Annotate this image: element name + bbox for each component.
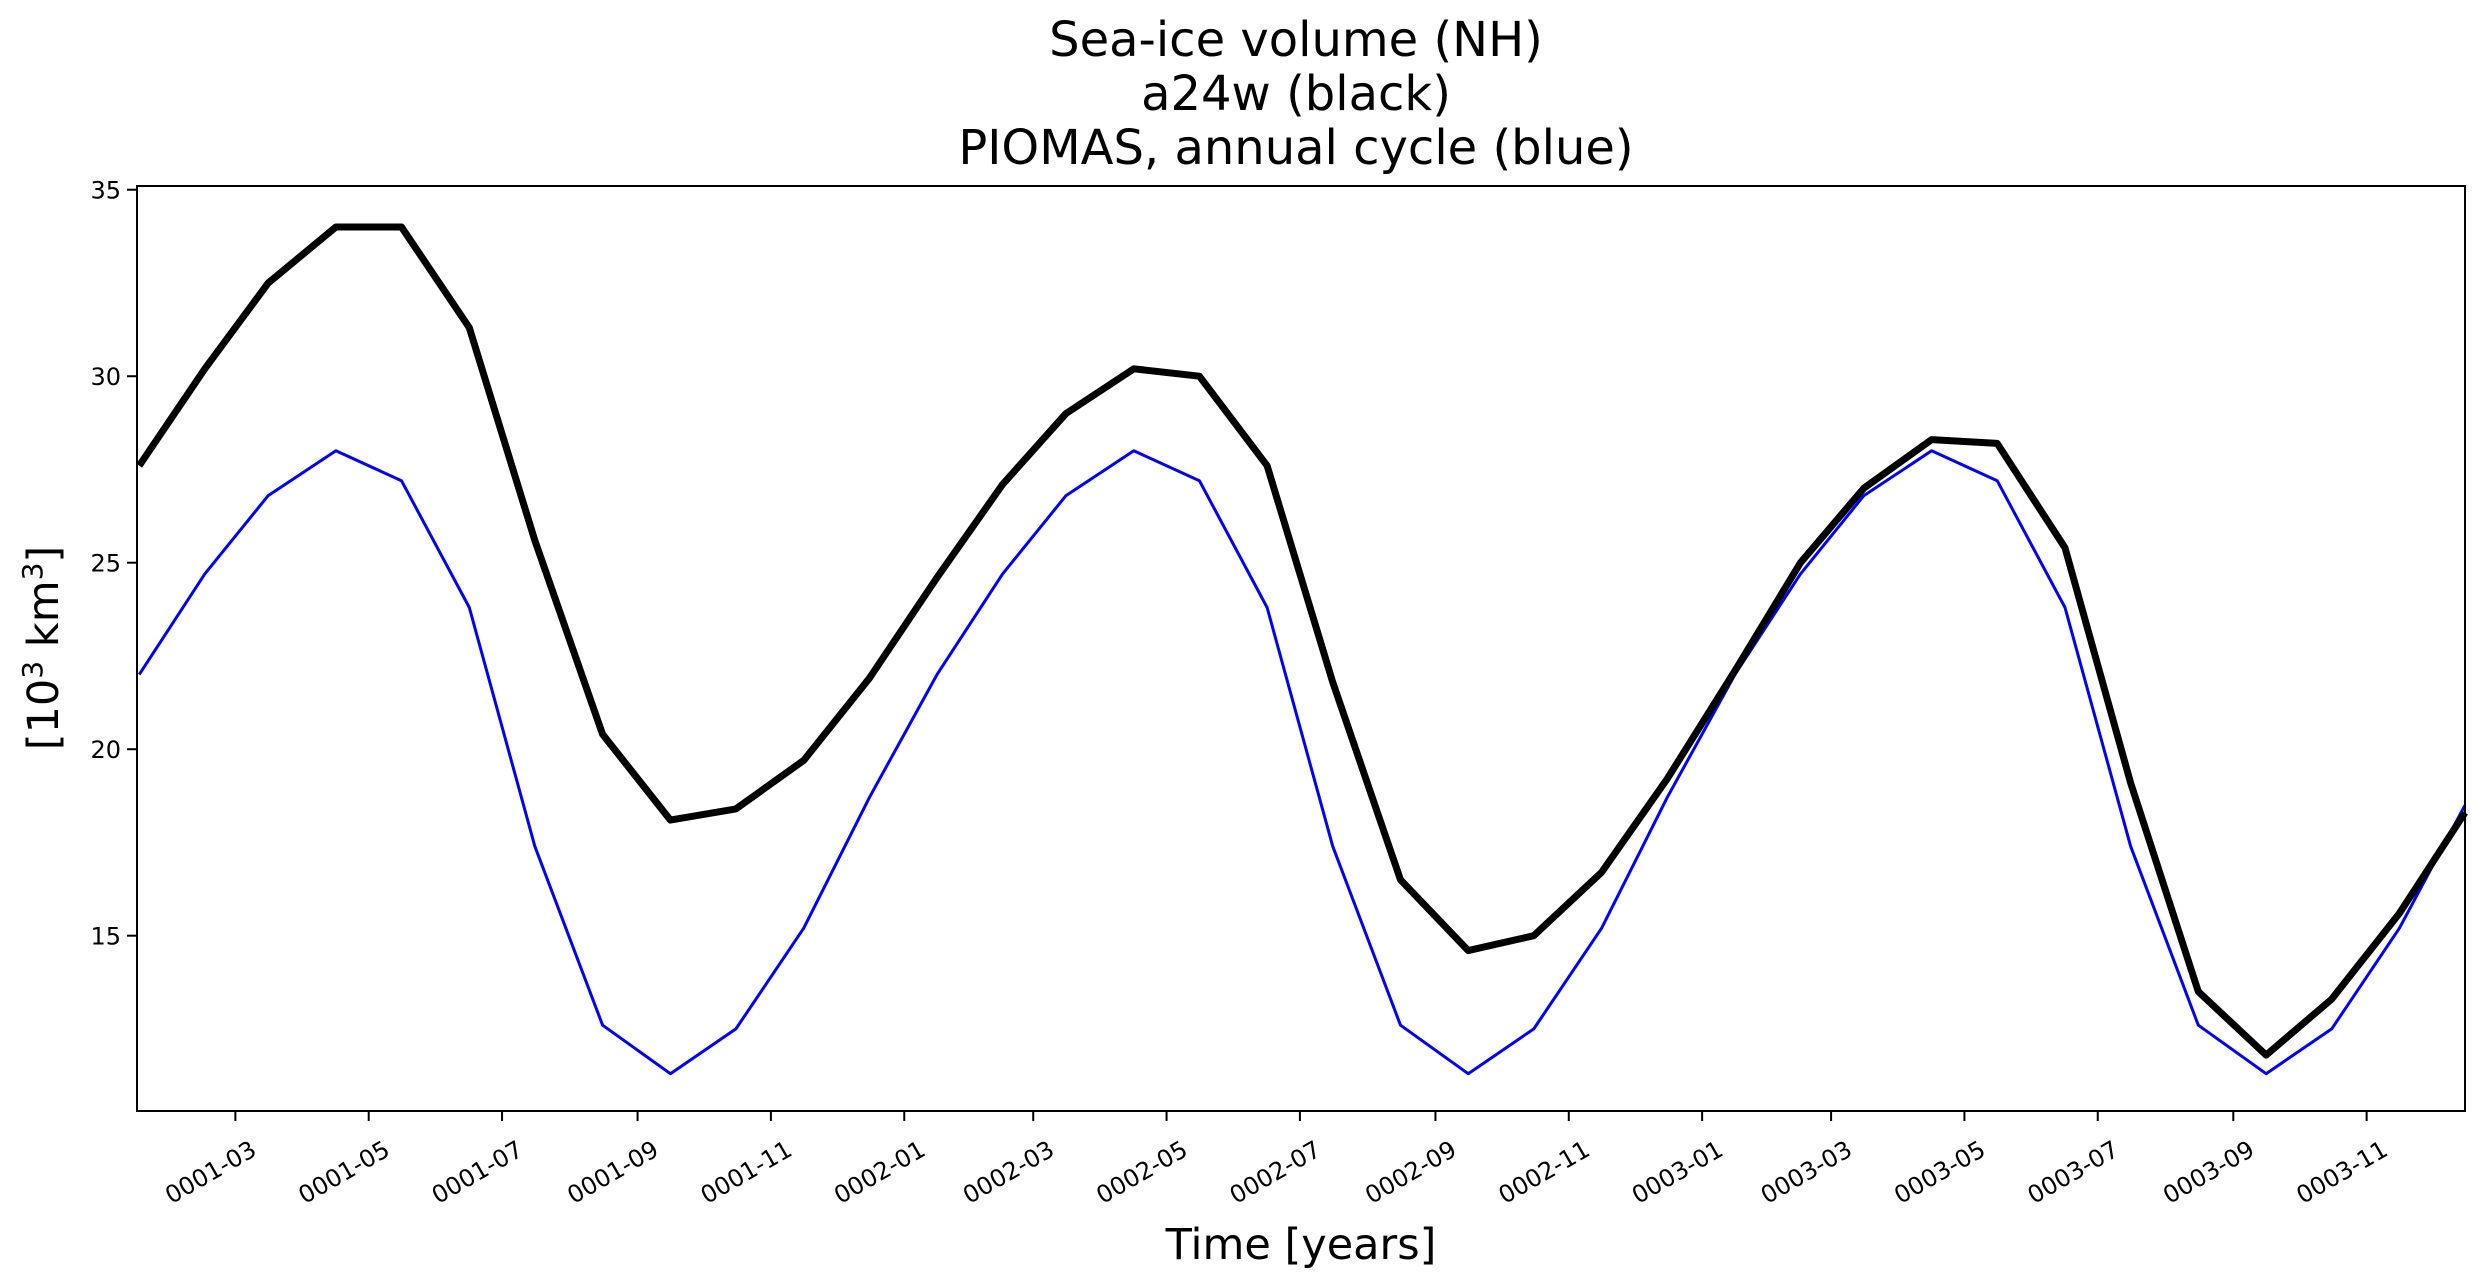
y-axis-label: [103 km3] — [16, 546, 69, 750]
chart-title-line-3: PIOMAS, annual cycle (blue) — [958, 120, 1633, 176]
x-tick-label: 0003-11 — [2292, 1135, 2393, 1209]
x-tick-label: 0002-05 — [1092, 1135, 1193, 1209]
x-tick-label: 0003-07 — [2023, 1135, 2124, 1209]
x-tick-label: 0002-03 — [958, 1135, 1059, 1209]
x-tick-label: 0003-05 — [1889, 1135, 1990, 1209]
x-tick-label: 0003-09 — [2158, 1135, 2259, 1209]
x-tick-label: 0001-07 — [427, 1135, 528, 1209]
chart-title-line-2: a24w (black) — [1141, 66, 1451, 122]
y-tick-label: 20 — [90, 736, 121, 764]
x-tick-label: 0002-07 — [1225, 1135, 1326, 1209]
y-axis-label-unit: km — [19, 580, 69, 660]
x-axis-label: Time [years] — [1165, 1220, 1437, 1270]
x-tick-label: 0001-05 — [294, 1135, 395, 1209]
y-axis-label-exponent-2: 3 — [16, 563, 49, 581]
y-tick-label: 35 — [90, 177, 121, 205]
chart-title-line-1: Sea-ice volume (NH) — [1049, 12, 1543, 68]
series-line-blue — [137, 449, 2467, 1076]
x-tick-label: 0001-09 — [563, 1135, 664, 1209]
y-axis-label-exponent-1: 3 — [16, 661, 49, 679]
y-axis-ticks: 15 20 25 30 35 — [90, 177, 137, 951]
x-tick-label: 0002-01 — [829, 1135, 930, 1209]
x-tick-label: 0002-09 — [1360, 1135, 1461, 1209]
series-line-black — [136, 223, 2468, 1059]
x-tick-label: 0003-01 — [1627, 1135, 1728, 1209]
x-axis-ticks: 0001-03 0001-05 0001-07 0001-09 0001-11 0002-… — [160, 1111, 2392, 1210]
plot-frame — [136, 185, 2466, 1112]
series-layer — [136, 223, 2468, 1076]
y-tick-label: 25 — [90, 550, 121, 578]
y-tick-label: 30 — [90, 363, 121, 391]
x-tick-label: 0001-11 — [696, 1135, 797, 1209]
x-tick-label: 0001-03 — [160, 1135, 261, 1209]
x-tick-label: 0002-11 — [1494, 1135, 1595, 1209]
y-tick-label: 15 — [90, 923, 121, 951]
y-axis-label-base: [10 — [19, 679, 69, 751]
y-axis-label-end: ] — [19, 546, 69, 563]
x-tick-label: 0003-03 — [1756, 1135, 1857, 1209]
